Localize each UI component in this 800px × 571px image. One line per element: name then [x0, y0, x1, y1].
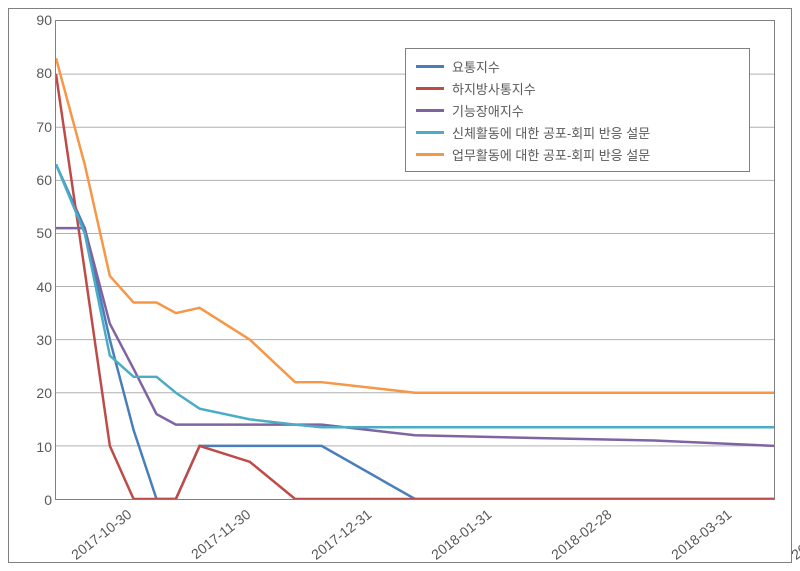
legend-label: 신체활동에 대한 공포-회피 반응 설문	[452, 123, 650, 142]
legend-label: 업무활동에 대한 공포-회피 반응 설문	[452, 145, 650, 164]
legend-label: 기능장애지수	[452, 101, 524, 120]
y-tick-label: 90	[12, 12, 52, 28]
legend-swatch	[416, 153, 444, 156]
y-tick-label: 20	[12, 385, 52, 401]
y-tick-label: 80	[12, 65, 52, 81]
series-기능장애지수	[56, 228, 774, 446]
y-tick-label: 10	[12, 439, 52, 455]
legend-item: 기능장애지수	[416, 99, 739, 121]
legend-swatch	[416, 65, 444, 68]
y-tick-label: 0	[12, 492, 52, 508]
legend-label: 요통지수	[452, 57, 500, 76]
line-chart: 0102030405060708090 2017-10-302017-11-30…	[0, 0, 800, 571]
series-요통지수	[56, 164, 774, 499]
y-tick-label: 40	[12, 279, 52, 295]
legend-item: 신체활동에 대한 공포-회피 반응 설문	[416, 121, 739, 143]
legend: 요통지수하지방사통지수기능장애지수신체활동에 대한 공포-회피 반응 설문업무활…	[405, 48, 750, 172]
y-tick-label: 50	[12, 225, 52, 241]
legend-swatch	[416, 87, 444, 90]
series-신체활동에 대한 공포-회피 반응 설문	[56, 164, 774, 427]
legend-swatch	[416, 109, 444, 112]
y-tick-label: 30	[12, 332, 52, 348]
legend-label: 하지방사통지수	[452, 79, 536, 98]
legend-item: 업무활동에 대한 공포-회피 반응 설문	[416, 143, 739, 165]
legend-item: 하지방사통지수	[416, 77, 739, 99]
y-tick-label: 70	[12, 119, 52, 135]
legend-item: 요통지수	[416, 55, 739, 77]
y-tick-label: 60	[12, 172, 52, 188]
legend-swatch	[416, 131, 444, 134]
